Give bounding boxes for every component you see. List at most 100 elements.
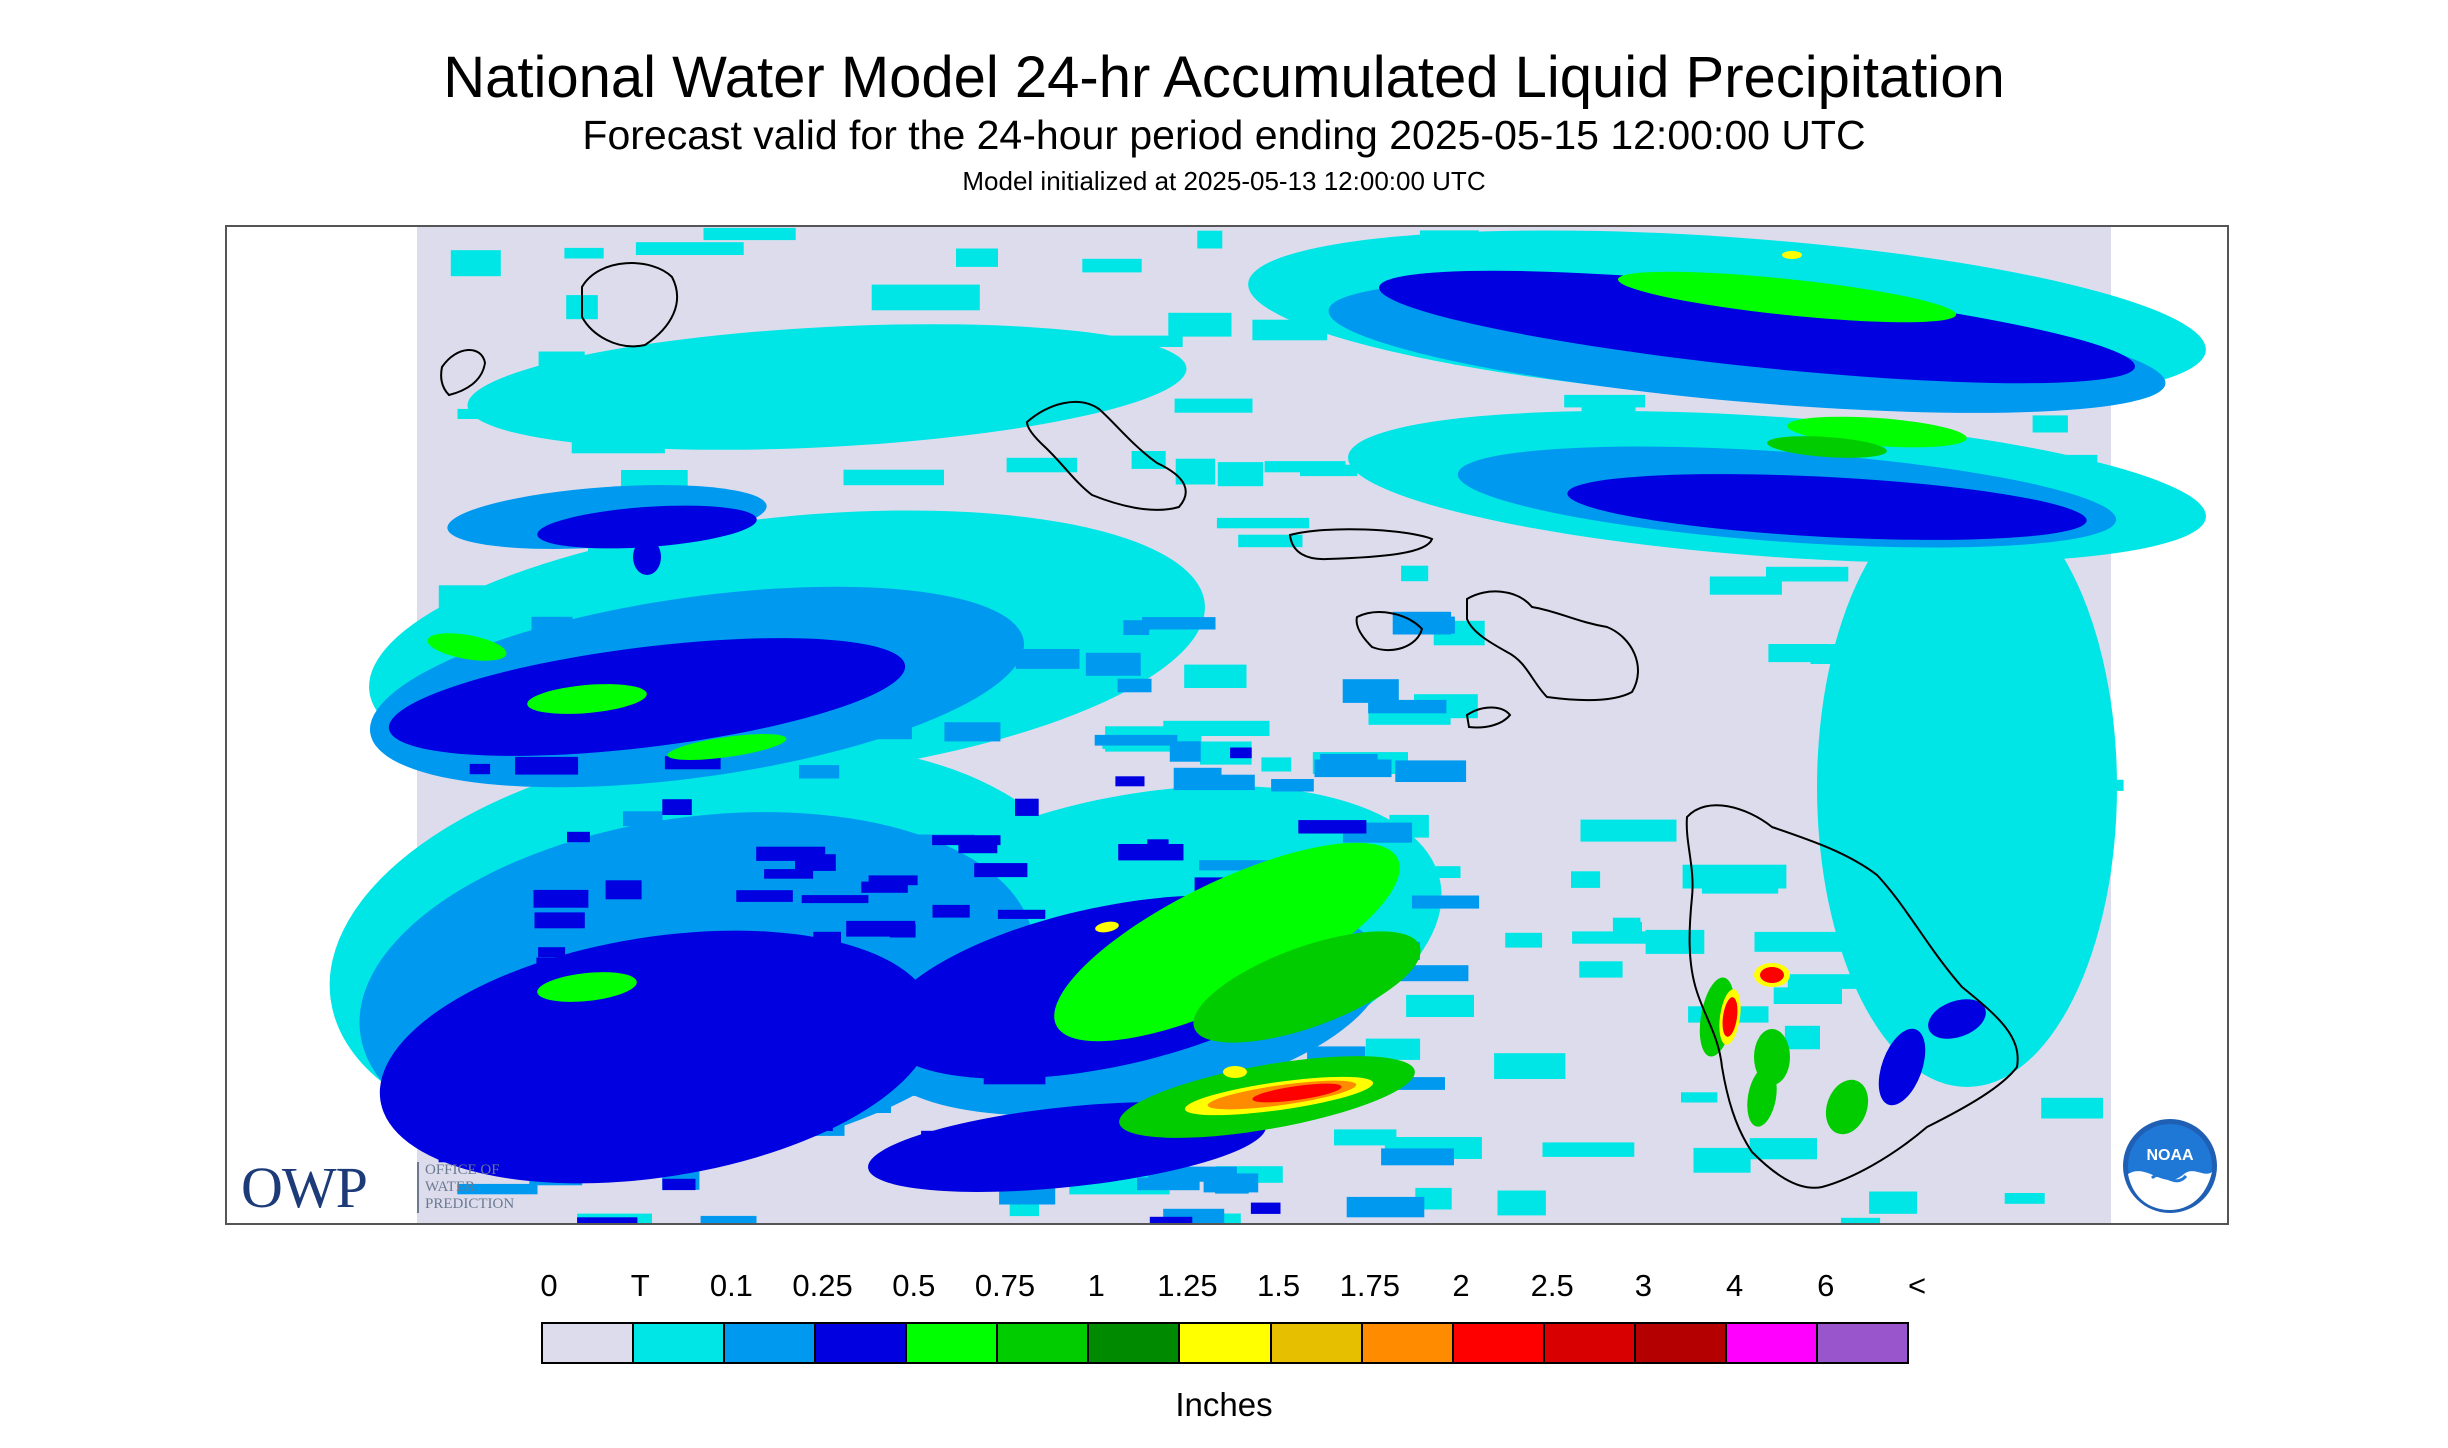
precip-cell [2061, 779, 2124, 791]
precip-cell [571, 436, 665, 454]
precip-cell [1261, 757, 1292, 772]
legend-swatch [725, 1324, 817, 1362]
precip-cell [1118, 844, 1184, 861]
precip-cell [534, 912, 585, 929]
precip-cell [1990, 454, 2098, 478]
precipitation-map: OWP OFFICE OF WATER PREDICTION NOAA [225, 225, 2229, 1225]
precip-cell [1117, 678, 1152, 693]
legend-swatch [543, 1324, 635, 1362]
precip-cell [1062, 375, 1128, 393]
precip-cell [1023, 882, 1109, 907]
precip-area [1782, 251, 1802, 259]
precip-cell [624, 405, 675, 418]
precip-cell [1217, 462, 1264, 487]
lanai-coastline [1355, 611, 1424, 652]
precip-cell [889, 924, 916, 938]
precip-area [1617, 271, 1957, 323]
precip-cell [2041, 1097, 2103, 1119]
precip-cell [1766, 566, 1849, 582]
precip-cell [635, 242, 744, 255]
precip-cell [1856, 255, 1893, 278]
owp-logo-letters: OWP [241, 1155, 368, 1220]
precip-cell [1203, 1173, 1259, 1193]
precip-cell [801, 895, 869, 904]
precip-cell [1869, 1191, 1918, 1214]
precip-cell [1419, 230, 1479, 245]
precip-cell [1784, 1025, 1820, 1050]
precip-area [388, 638, 906, 756]
precip-cell [799, 765, 840, 779]
precip-cell [1314, 759, 1392, 778]
legend-units-label: Inches [1175, 1386, 1273, 1423]
precip-cell [678, 995, 719, 1006]
precip-cell [752, 1039, 798, 1053]
precip-cell [1612, 917, 1641, 937]
precip-cell [813, 931, 841, 951]
precip-cell [1149, 1216, 1193, 1223]
precip-cell [1199, 860, 1276, 871]
precip-cell [533, 889, 589, 908]
precip-cell [1230, 747, 1252, 759]
precip-cell [843, 469, 944, 486]
legend-swatch [1271, 1324, 1363, 1362]
precip-cell [1197, 230, 1223, 249]
precip-cell [1709, 576, 1782, 595]
legend-tick-label: 4 [1725, 1268, 1744, 1303]
precip-cell [957, 540, 1064, 551]
precip-cell [703, 227, 796, 241]
map-subtitle: Forecast valid for the 24-hour period en… [582, 112, 1866, 158]
precip-cell [1810, 647, 1915, 664]
precip-cell [1300, 464, 1358, 477]
precip-cell [450, 250, 501, 277]
precip-cell [958, 838, 998, 854]
legend-swatch [1544, 1324, 1636, 1362]
kauai-coastline [581, 262, 679, 348]
precip-cell [736, 890, 793, 902]
precip-cell [1094, 734, 1178, 746]
precip-cell [438, 585, 487, 611]
precip-cell [834, 392, 891, 407]
oahu-coastline [1025, 401, 1187, 511]
precip-cell [1169, 741, 1201, 762]
precip-cell [2004, 1193, 2045, 1204]
precip-cell [812, 1122, 833, 1131]
legend-swatch [1453, 1324, 1545, 1362]
precip-cell [573, 367, 651, 384]
precip-cell [1754, 931, 1858, 952]
niihau-coastline [440, 349, 487, 397]
legend-swatch [1180, 1324, 1272, 1362]
precip-cell [457, 408, 539, 419]
precip-cell [1015, 798, 1039, 816]
precip-cell [695, 1051, 728, 1064]
precip-cell [868, 875, 918, 886]
precip-cell [1271, 779, 1314, 792]
precip-cell [1115, 776, 1145, 787]
owp-logo-subtitle: OFFICE OF WATER PREDICTION [417, 1162, 514, 1213]
precip-cell [1840, 1217, 1881, 1223]
precip-cell [1693, 1147, 1751, 1173]
legend-swatch [1362, 1324, 1454, 1362]
precip-cell [970, 583, 1043, 594]
precip-cell [609, 639, 640, 651]
precip-cell [1406, 994, 1474, 1017]
precip-cell [1414, 616, 1455, 634]
precip-cell [1221, 774, 1255, 791]
precip-cell [795, 854, 836, 871]
legend-tick-label: 2 [1452, 1268, 1470, 1303]
precip-cell [1346, 1196, 1425, 1218]
precip-area [379, 930, 935, 1184]
precip-cell [1211, 1213, 1241, 1223]
precip-cell [515, 756, 579, 775]
precip-area [1722, 997, 1738, 1037]
coastline-layer [440, 262, 2019, 1189]
precip-cell [1915, 641, 1980, 667]
legend-swatch [1726, 1324, 1818, 1362]
precip-cell [1383, 441, 1430, 460]
precip-cell [1173, 767, 1222, 791]
precip-cell [1581, 403, 1636, 415]
precip-cell [700, 1215, 757, 1223]
legend-tick-label: 0 [540, 1268, 558, 1303]
precipitation-field [227, 227, 2227, 1223]
maui-coastline [1466, 590, 1639, 702]
precip-cell [662, 1020, 713, 1031]
